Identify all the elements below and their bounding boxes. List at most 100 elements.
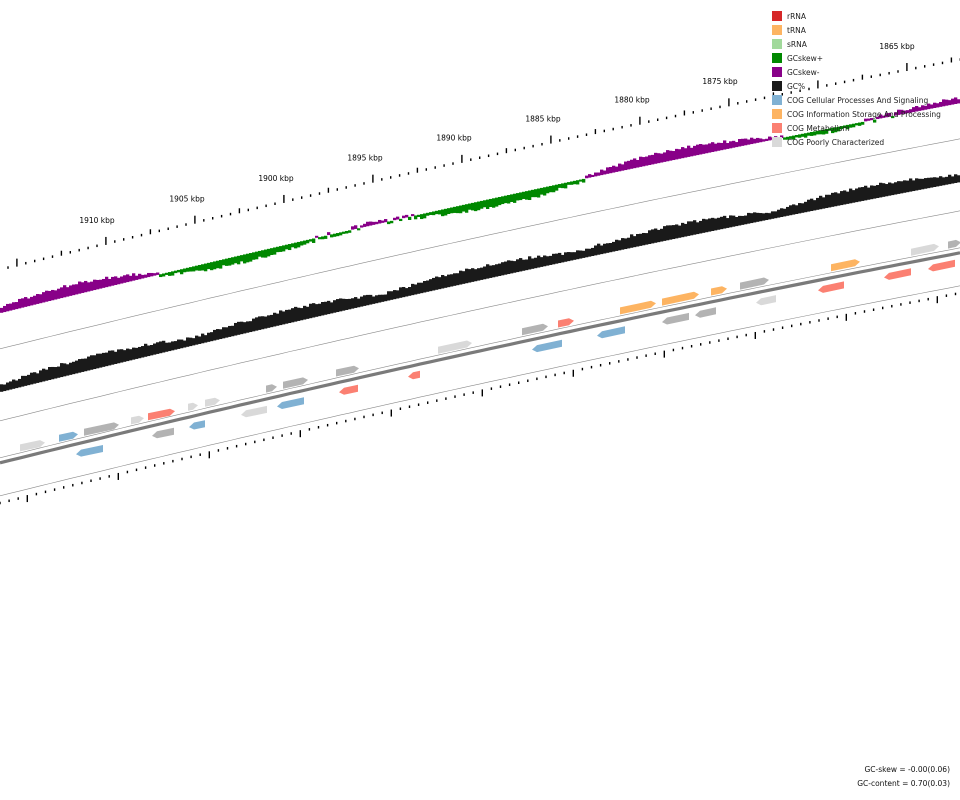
gc-skew-bar — [312, 238, 316, 243]
gc-skew-bar — [678, 149, 682, 159]
gc-content-bar — [471, 268, 475, 282]
legend-label-gcskew-pos: GCskew+ — [787, 53, 824, 63]
legend-swatch-cog-poor — [772, 137, 782, 147]
gc-skew-bar — [471, 202, 475, 211]
gene-arrow — [662, 312, 689, 325]
gc-content-bar — [189, 337, 193, 347]
gc-skew-bar — [804, 133, 808, 138]
gc-content-bar — [870, 185, 874, 200]
gc-skew-bar — [246, 253, 250, 263]
gene-arrow — [241, 405, 267, 418]
gc-skew-bar — [627, 160, 631, 170]
gene-arrow — [131, 415, 144, 425]
gc-content-bar — [804, 201, 808, 213]
gc-content-bar — [519, 258, 523, 272]
gc-skew-bar — [462, 204, 466, 212]
gc-content-bar — [120, 349, 124, 363]
gc-content-bar — [159, 341, 163, 354]
gc-skew-bar — [828, 128, 832, 131]
gc-content-bar — [660, 228, 664, 242]
gc-skew-bar — [609, 166, 613, 174]
gc-skew-bar — [537, 188, 541, 198]
gc-content-bar — [327, 300, 331, 315]
gc-content-bar — [24, 375, 28, 386]
gc-skew-bar — [759, 138, 763, 143]
gc-skew-bar — [36, 294, 40, 304]
gc-content-bar — [729, 215, 733, 228]
gc-skew-bar — [465, 204, 469, 213]
gc-skew-bar — [753, 138, 757, 144]
gc-content-bar — [168, 342, 172, 352]
gc-content-bar — [957, 175, 960, 183]
gc-skew-bar — [579, 179, 583, 182]
gene-arrow — [522, 323, 548, 336]
gc-skew-bar — [837, 126, 841, 132]
legend-item-cog-cellular: COG Cellular Processes And Signaling — [772, 93, 941, 107]
gc-skew-bar — [258, 250, 262, 257]
gc-content-bar — [675, 224, 679, 239]
gc-content-bar — [249, 321, 253, 333]
gc-content-bar — [903, 180, 907, 193]
legend-item-cog-poor: COG Poorly Characterized — [772, 135, 941, 149]
gc-content-bar — [936, 177, 940, 187]
gc-skew-bar — [48, 290, 52, 301]
gc-content-bar — [66, 364, 70, 376]
gc-skew-bar — [873, 119, 877, 123]
gc-skew-bar — [84, 280, 88, 293]
gc-skew-bar — [630, 159, 634, 169]
gc-content-bar — [687, 221, 691, 236]
gc-content-bar — [243, 322, 247, 334]
statistics-box: GC-skew = -0.00(0.06) GC-content = 0.70(… — [857, 763, 950, 791]
gc-skew-bar — [327, 232, 331, 236]
gc-content-bar — [681, 222, 685, 238]
gc-content-bar — [222, 327, 226, 339]
gc-skew-bar — [783, 137, 787, 140]
gc-skew-stat: GC-skew = -0.00(0.06) — [864, 765, 951, 774]
gc-skew-bar — [51, 289, 55, 301]
gc-content-bar — [126, 348, 130, 362]
gc-content-bar — [648, 230, 652, 245]
legend-label-cog-poor: COG Poorly Characterized — [787, 137, 885, 147]
gc-content-bar — [465, 268, 469, 284]
gc-skew-bar — [30, 296, 34, 306]
gc-content-bar — [891, 183, 895, 196]
gc-content-bar — [360, 296, 364, 307]
gc-content-bar — [141, 346, 145, 358]
gc-skew-bar — [447, 208, 451, 214]
gene-arrow — [336, 365, 359, 377]
gc-skew-bar — [255, 251, 259, 260]
gc-skew-bar — [900, 109, 904, 115]
gc-content-bar — [876, 185, 880, 199]
gc-skew-bar — [417, 214, 421, 217]
gc-skew-bar — [762, 139, 766, 142]
gene-arrow — [438, 340, 472, 354]
gc-content-bar — [369, 294, 373, 305]
gc-skew-bar — [939, 101, 943, 107]
gc-skew-bar — [348, 230, 352, 233]
gc-skew-bar — [138, 273, 142, 280]
gc-content-bar — [15, 380, 19, 389]
gc-content-bar — [75, 360, 79, 374]
gc-skew-bar — [936, 103, 940, 108]
legend-item-gc-percent: GC% — [772, 79, 941, 93]
gc-content-bar — [96, 353, 100, 369]
gc-skew-bar — [693, 145, 697, 156]
gc-skew-bar — [714, 143, 718, 152]
tick-label: 1865 kbp — [879, 42, 915, 51]
gc-content-bar — [300, 308, 304, 321]
gc-skew-bar — [720, 142, 724, 151]
gc-content-bar — [945, 176, 949, 185]
gc-content-bar — [99, 353, 103, 368]
gc-skew-bar — [111, 276, 115, 286]
gc-skew-bar — [42, 292, 46, 303]
gc-content-bar — [306, 306, 310, 319]
gc-skew-bar — [153, 273, 157, 276]
gc-content-bar — [552, 253, 556, 265]
gc-content-bar — [543, 255, 547, 267]
gc-skew-bar — [339, 232, 343, 236]
gc-skew-bar — [639, 156, 643, 167]
legend-item-cog-metabolism: COG Metabolism — [772, 121, 941, 135]
gc-skew-bar — [21, 298, 25, 308]
legend-item-gcskew-neg: GCskew- — [772, 65, 941, 79]
gc-skew-bar — [897, 109, 901, 115]
